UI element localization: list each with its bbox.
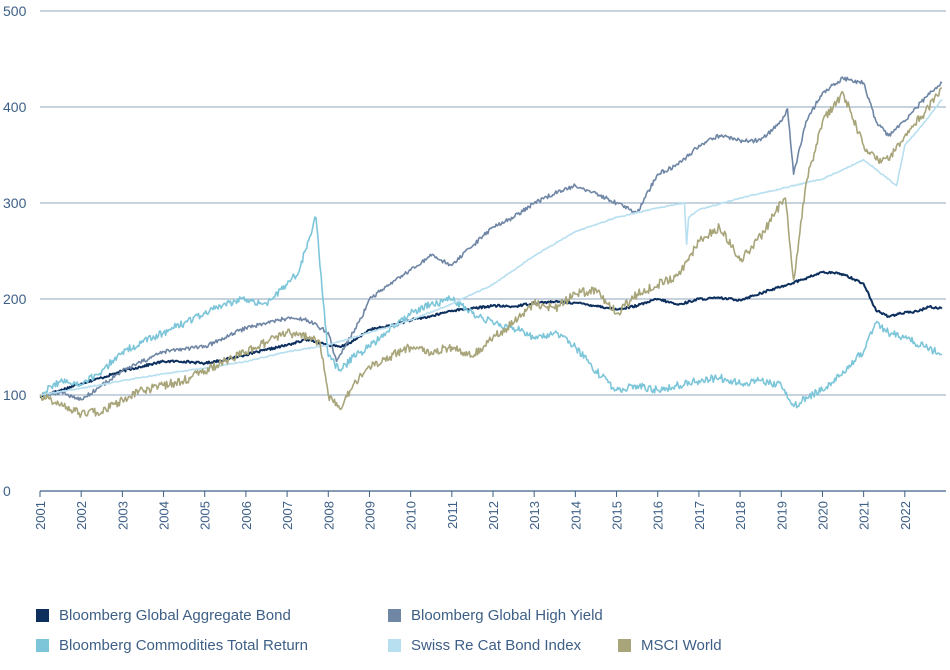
legend-item-aggregate-bond: Bloomberg Global Aggregate Bond <box>36 604 291 626</box>
x-tick-label: 2021 <box>857 501 872 530</box>
legend-label: Bloomberg Global High Yield <box>411 606 603 624</box>
x-tick-label: 2019 <box>774 501 789 530</box>
y-tick-label: 400 <box>3 99 27 115</box>
x-tick-label: 2002 <box>74 501 89 530</box>
x-tick-label: 2003 <box>115 501 130 530</box>
y-tick-label: 200 <box>3 291 27 307</box>
legend-item-msci-world: MSCI World <box>618 634 722 656</box>
y-tick-label: 0 <box>3 483 11 499</box>
legend-item-commodities: Bloomberg Commodities Total Return <box>36 634 308 656</box>
legend-swatch <box>36 638 49 652</box>
y-axis-ticks: 0 100 200 300 400 500 <box>3 3 27 499</box>
legend: Bloomberg Global Aggregate Bond Bloomber… <box>36 604 936 664</box>
x-tick-label: 2009 <box>362 501 377 530</box>
x-tick-label: 2008 <box>321 501 336 530</box>
y-tick-label: 300 <box>3 195 27 211</box>
x-tick-label: 2012 <box>486 501 501 530</box>
legend-item-high-yield: Bloomberg Global High Yield <box>388 604 603 626</box>
legend-swatch <box>618 638 631 652</box>
x-axis: 2001 2002 2003 2004 2005 2006 2007 2008 2009 2010… <box>33 490 946 530</box>
legend-label: Bloomberg Commodities Total Return <box>59 636 309 654</box>
x-tick-label: 2011 <box>445 501 460 529</box>
legend-label: Swiss Re Cat Bond Index <box>411 636 582 654</box>
x-tick-label: 2007 <box>280 501 295 530</box>
legend-label: MSCI World <box>641 636 722 654</box>
series-line-1 <box>39 76 943 401</box>
x-tick-label: 2006 <box>239 501 254 530</box>
series-line-0 <box>39 270 943 399</box>
grid-lines <box>40 10 946 396</box>
x-tick-label: 2010 <box>404 501 419 530</box>
legend-label: Bloomberg Global Aggregate Bond <box>59 606 291 624</box>
legend-item-cat-bond: Swiss Re Cat Bond Index <box>388 634 581 656</box>
series-line-3 <box>40 98 943 396</box>
x-tick-label: 2014 <box>568 501 583 530</box>
x-tick-label: 2016 <box>651 501 666 530</box>
x-tick-label: 2005 <box>198 501 213 530</box>
legend-swatch <box>388 638 401 652</box>
x-tick-label: 2004 <box>157 501 172 530</box>
y-tick-label: 500 <box>3 3 27 19</box>
x-tick-label: 2001 <box>33 501 48 530</box>
x-tick-label: 2017 <box>692 501 707 530</box>
legend-swatch <box>36 608 49 622</box>
series-lines <box>39 76 943 419</box>
y-tick-label: 100 <box>3 387 27 403</box>
legend-swatch <box>388 608 401 622</box>
series-line-2 <box>39 216 943 409</box>
x-tick-label: 2018 <box>733 501 748 530</box>
x-tick-label: 2022 <box>898 501 913 530</box>
series-line-4 <box>39 87 943 419</box>
x-tick-label: 2013 <box>527 501 542 530</box>
x-tick-label: 2020 <box>815 501 830 530</box>
x-tick-label: 2015 <box>610 501 625 530</box>
